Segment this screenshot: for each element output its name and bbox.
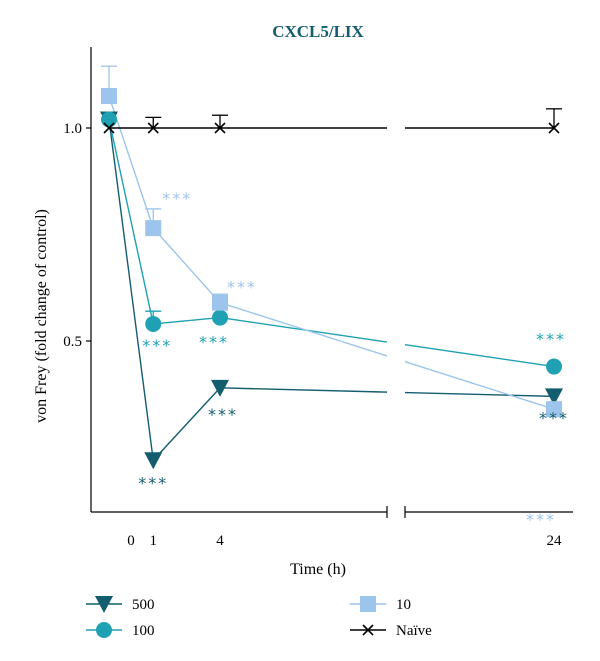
legend-entry: 10 [350, 596, 411, 613]
series-line-segment [404, 360, 555, 410]
significance-stars: *** [227, 278, 257, 297]
legend-label: 100 [132, 623, 155, 639]
significance-labels: *** *** *** *** *** *** *** *** *** [138, 189, 569, 529]
data-point-x [214, 122, 226, 134]
series-line-segment [152, 227, 221, 304]
series-line-segment [108, 119, 154, 461]
data-point-triangle-down [144, 452, 163, 470]
legend-marker-square [360, 596, 376, 612]
significance-stars: *** [536, 330, 566, 349]
data-point-square [101, 88, 117, 105]
significance-stars: *** [142, 336, 172, 355]
x-tick-label: 4 [216, 533, 224, 549]
series-line-segment [219, 387, 388, 393]
x-marker-stroke [362, 624, 374, 636]
chart-legend: 500 100 10 Naïve [86, 596, 432, 639]
data-point-square [145, 220, 162, 237]
data-point-triangle-down [545, 388, 563, 406]
x-tick-label: 1 [150, 533, 158, 549]
y-tick-label: 0.5 [63, 334, 82, 350]
x-marker-stroke [214, 122, 226, 134]
significance-stars: *** [199, 333, 229, 352]
legend-entry: 100 [86, 622, 155, 639]
legend-label: 500 [132, 597, 155, 613]
data-point-square [546, 401, 562, 418]
data-point-circle [546, 358, 562, 375]
data-point-circle [212, 309, 228, 326]
data-point-x [103, 122, 115, 134]
legend-marker-x [362, 624, 374, 636]
y-tick-label: 1.0 [63, 121, 82, 137]
data-point-square [212, 294, 228, 311]
series-markers [100, 88, 563, 470]
data-point-x [147, 122, 159, 134]
legend-entry: 500 [86, 596, 155, 613]
data-point-circle [101, 111, 117, 128]
chart-axes: 0.5 1.0 0 1 4 24 [63, 47, 573, 549]
data-point-triangle-down [211, 379, 229, 397]
series-line-segment [404, 391, 555, 398]
x-tick-label: 24 [547, 533, 563, 549]
series-line-segment [108, 119, 154, 325]
legend-marker-circle [96, 622, 112, 638]
significance-stars: *** [138, 473, 168, 492]
data-point-x [548, 122, 560, 134]
chart-title: CXCL5/LIX [272, 22, 364, 41]
x-marker-stroke [103, 122, 115, 134]
x-marker-stroke [548, 122, 560, 134]
data-point-circle [145, 315, 162, 332]
significance-stars: *** [526, 510, 556, 529]
series-lines [108, 95, 555, 461]
series-line-segment [152, 387, 221, 461]
series-line-segment [153, 316, 221, 325]
legend-marker-triangle-down [95, 596, 113, 613]
legend-label: Naïve [396, 623, 432, 639]
y-axis-label: von Frey (fold change of control) [33, 209, 50, 423]
series-line-segment [404, 344, 555, 368]
x-marker-stroke [147, 122, 159, 134]
significance-stars: *** [162, 189, 192, 208]
significance-stars: *** [208, 405, 238, 424]
significance-stars: *** [539, 408, 569, 427]
legend-entry: Naïve [350, 623, 432, 639]
series-line-segment [219, 301, 388, 357]
x-tick-label: 0 [127, 533, 135, 549]
legend-label: 10 [396, 597, 411, 613]
x-axis-label: Time (h) [290, 561, 346, 578]
